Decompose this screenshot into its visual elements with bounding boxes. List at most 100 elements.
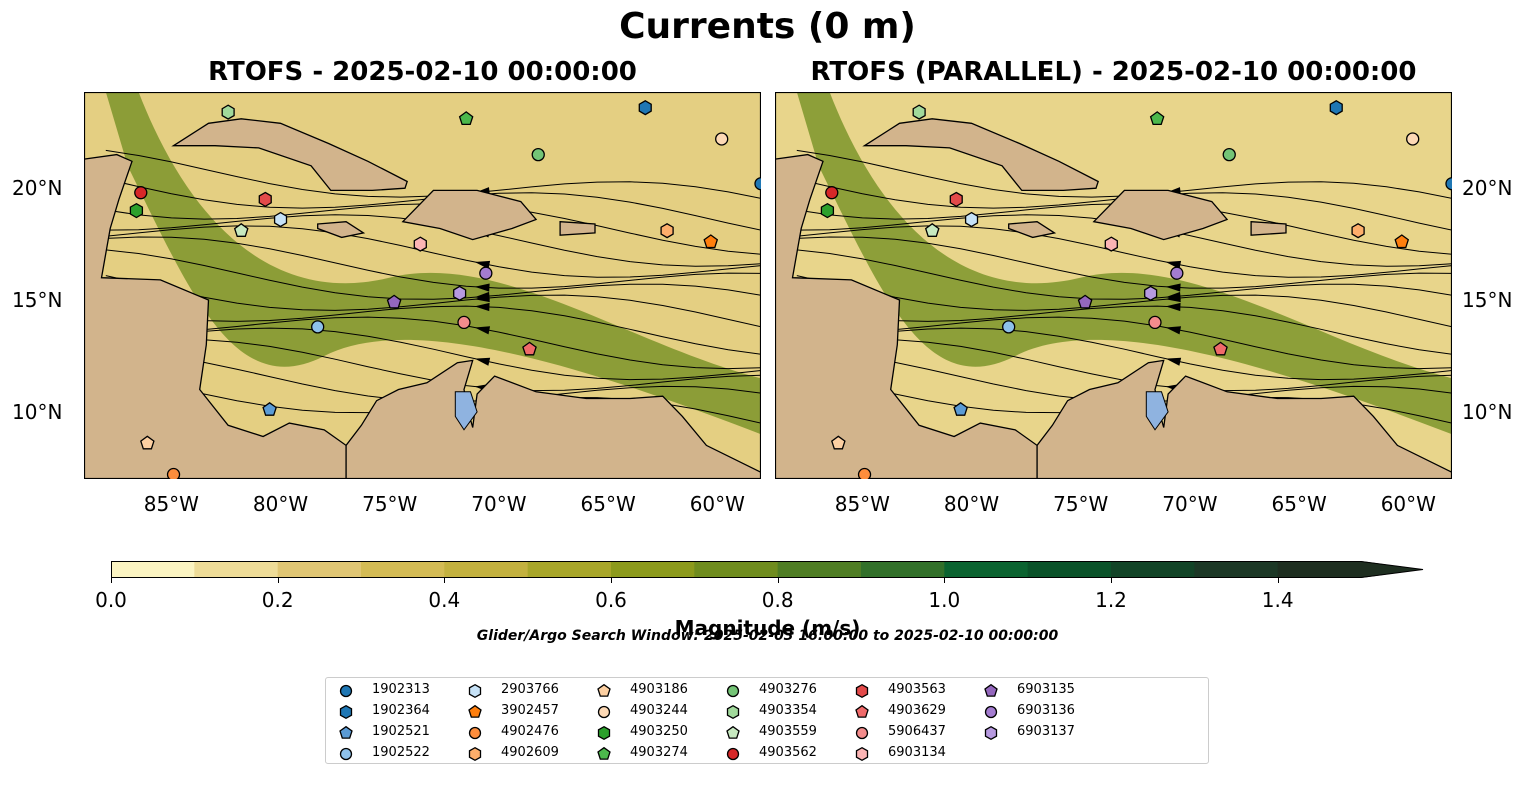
colorbar-tick-label: 0.0 [95, 588, 127, 612]
left-panel-title: RTOFS - 2025-02-10 00:00:00 [208, 57, 637, 87]
y-tick-label-right: 20°N [1462, 176, 1513, 201]
float-marker-4903244 [1406, 132, 1420, 146]
legend-marker-5906437 [855, 726, 869, 740]
legend-marker-6903135 [984, 683, 998, 697]
colorbar-tick-mark [777, 578, 779, 583]
colorbar-segment [944, 561, 1029, 578]
legend-marker [726, 704, 740, 720]
x-tick-label: 85°W [143, 492, 199, 516]
colorbar-segment [111, 561, 195, 578]
colorbar-segment [1194, 561, 1279, 578]
streamline [105, 275, 761, 328]
legend-label: 6903135 [1017, 682, 1075, 697]
float-marker-6903134 [413, 236, 427, 252]
legend-label: 1902364 [372, 703, 430, 718]
legend-marker [468, 704, 482, 718]
colorbar-tick-label: 0.8 [761, 588, 794, 612]
float-marker-4903274 [1149, 111, 1165, 126]
float-marker-6903136 [1170, 266, 1184, 280]
colorbar-segment [861, 561, 945, 578]
colorbar-segment [527, 561, 612, 578]
x-tick-label: 80°W [943, 492, 1000, 516]
legend-marker-4902476 [468, 726, 482, 740]
legend-marker-6903136 [984, 705, 998, 719]
float-marker-4903562 [134, 186, 148, 200]
legend-marker [468, 746, 482, 762]
streamline-arrow [1165, 283, 1181, 292]
legend-marker-4903274 [597, 746, 611, 760]
legend-marker-4903562 [726, 747, 740, 761]
colorbar-tick-label: 0.4 [428, 588, 461, 612]
figure-title: Currents (0 m) [619, 6, 916, 47]
legend-label: 1902313 [372, 682, 430, 697]
legend-marker-4903250 [597, 725, 611, 741]
legend-label: 4903559 [759, 724, 817, 739]
float-marker-4902476 [166, 467, 181, 479]
land-cuba [862, 118, 1099, 192]
colorbar-tick-mark [277, 578, 279, 583]
float-marker-4903563 [258, 191, 272, 208]
land-cuba [171, 118, 408, 192]
lake-maracaibo [454, 391, 478, 431]
legend-label: 4903186 [630, 682, 688, 697]
float-marker-4903276 [531, 147, 545, 162]
legend-label: 6903136 [1017, 703, 1075, 718]
streamline-arrow [474, 357, 491, 366]
legend-marker [855, 726, 869, 740]
map-panel-rtofs [84, 92, 761, 479]
float-marker-4903629 [1213, 341, 1228, 356]
map-panel-rtofs-parallel [775, 92, 1452, 479]
legend-label: 1902521 [372, 724, 430, 739]
legend-marker-1902521 [339, 725, 353, 739]
legend-label: 4903562 [759, 745, 817, 760]
float-legend: 1902313 1902364 1902521 1902522 2903766 39024… [325, 677, 1209, 764]
legend-marker [984, 683, 998, 697]
colorbar [111, 561, 1424, 578]
legend-label: 4903354 [759, 703, 817, 718]
x-tick-label: 60°W [689, 492, 745, 516]
legend-marker [468, 726, 482, 740]
colorbar-tick-mark [611, 578, 612, 583]
legend-label: 4903244 [630, 703, 688, 718]
float-marker-4903354 [912, 104, 926, 120]
colorbar-tick-mark [111, 578, 112, 583]
legend-label: 1902522 [372, 745, 430, 760]
float-marker-4903274 [458, 111, 474, 126]
float-marker-6903136 [479, 266, 493, 280]
x-tick-label: 60°W [1380, 492, 1436, 516]
float-marker-1902364 [1329, 100, 1343, 116]
legend-label: 4902609 [501, 745, 559, 760]
colorbar-tick-label: 1.4 [1261, 588, 1294, 612]
streamline [105, 236, 761, 289]
colorbar-segment [694, 561, 779, 578]
float-marker-4903563 [949, 191, 963, 208]
legend-marker-1902364 [339, 704, 353, 720]
legend-label: 4903563 [888, 682, 946, 697]
legend-label: 4902476 [501, 724, 559, 739]
legend-label: 2903766 [501, 682, 559, 697]
legend-marker [726, 684, 740, 698]
colorbar-segment [1277, 561, 1362, 578]
colorbar-segment [194, 561, 279, 578]
land-yucatan [775, 153, 1038, 479]
legend-marker [468, 683, 482, 699]
legend-marker [597, 746, 611, 760]
legend-label: 5906437 [888, 724, 946, 739]
streamline [105, 305, 761, 355]
colorbar-tick-label: 1.2 [1095, 588, 1127, 612]
streamline-arrow [474, 291, 490, 301]
colorbar-tick-label: 0.2 [261, 588, 294, 612]
streamline [796, 249, 1452, 300]
colorbar-segment [277, 561, 362, 578]
colorbar-tick-mark [444, 578, 446, 583]
land-hispaniola [1092, 189, 1229, 241]
streamline-arrow [474, 302, 490, 312]
legend-label: 4903629 [888, 703, 946, 718]
float-marker-3902457 [1394, 234, 1410, 249]
colorbar-tick-label: 1.0 [928, 588, 961, 612]
legend-marker [339, 684, 353, 698]
float-marker-3902457 [703, 234, 719, 249]
streamline [796, 316, 1452, 370]
legend-marker [597, 705, 611, 719]
current-jet-band [796, 92, 1452, 435]
